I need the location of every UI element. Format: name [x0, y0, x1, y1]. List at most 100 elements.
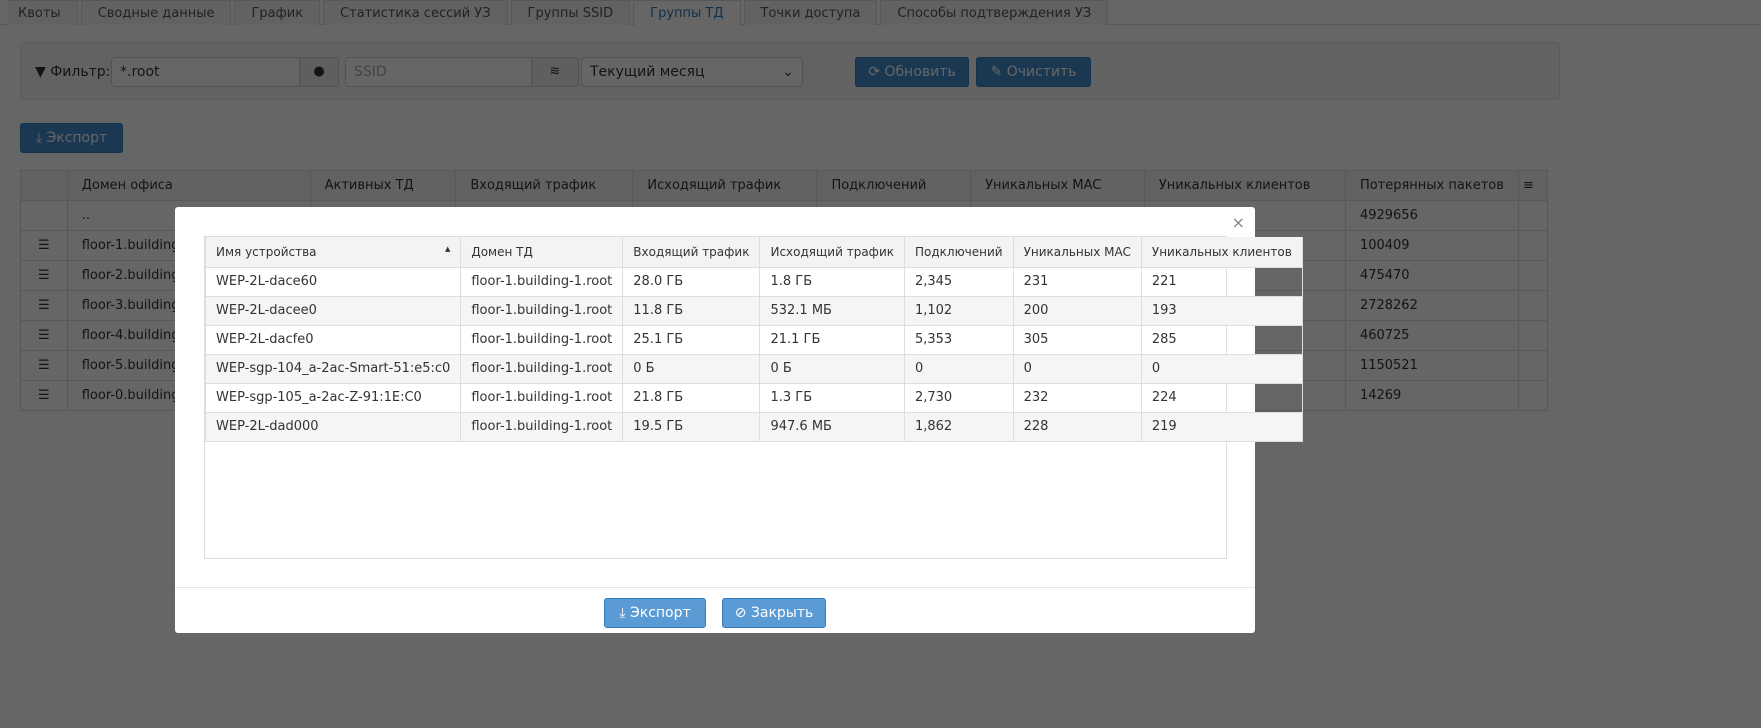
device-cell: 224: [1140, 382, 1303, 413]
device-cell: 231: [1012, 266, 1142, 297]
column-header[interactable]: Подключений: [816, 170, 972, 201]
device-cell: floor-1.building-1.root: [460, 353, 624, 384]
device-cell: 193: [1140, 295, 1303, 326]
modal-export-button[interactable]: ⤓ Экспорт: [604, 598, 706, 628]
sort-asc-icon: ▲: [444, 244, 451, 253]
modal-column-header[interactable]: Исходящий трафик: [759, 237, 905, 268]
close-icon[interactable]: ×: [1231, 213, 1245, 232]
cell: [1518, 230, 1548, 261]
device-cell: 0: [1012, 353, 1142, 384]
tab-0[interactable]: Квоты: [8, 0, 78, 25]
modal-close-button[interactable]: ⊘ Закрыть: [722, 598, 826, 628]
device-row[interactable]: WEP-2L-dacee0 floor-1.building-1.root 11.8…: [204, 295, 1303, 326]
lost-packets-cell: 460725: [1344, 320, 1520, 351]
period-select[interactable]: Текущий месяц ⌄: [581, 57, 803, 87]
header-label: Подключений: [914, 244, 1003, 259]
ban-icon: ⊘: [734, 605, 747, 621]
columns-menu-icon[interactable]: ≡: [1518, 170, 1548, 201]
modal-column-header[interactable]: Домен ТД: [460, 237, 624, 268]
modal-footer: ⤓ Экспорт ⊘ Закрыть: [175, 587, 1255, 628]
filter-icon: ▼: [35, 64, 46, 80]
header-label: Уникальных MAC: [1023, 244, 1131, 259]
export-label: Экспорт: [46, 130, 108, 146]
row-menu-icon[interactable]: ☰: [20, 350, 68, 381]
row-menu-icon[interactable]: ☰: [20, 290, 68, 321]
device-cell: 0: [903, 353, 1014, 384]
cell: [1518, 350, 1548, 381]
lost-packets-cell: 475470: [1344, 260, 1520, 291]
device-row[interactable]: WEP-2L-dace60 floor-1.building-1.root 28.0…: [204, 266, 1303, 297]
domain-input[interactable]: *.root: [111, 57, 301, 87]
header-label: Домен ТД: [471, 244, 533, 259]
row-menu-icon[interactable]: ☰: [20, 260, 68, 291]
device-cell: floor-1.building-1.root: [460, 324, 624, 355]
device-cell: floor-1.building-1.root: [460, 266, 624, 297]
column-header[interactable]: Домен офиса: [66, 170, 311, 201]
export-button[interactable]: ⤓ Экспорт: [20, 123, 123, 153]
modal-column-header[interactable]: Подключений: [903, 237, 1014, 268]
column-header[interactable]: Уникальных клиентов: [1143, 170, 1346, 201]
tab-6[interactable]: Точки доступа: [743, 0, 878, 25]
header-label: Имя устройства: [216, 244, 317, 259]
device-cell: 0 Б: [622, 353, 761, 384]
device-row[interactable]: WEP-2L-dad000 floor-1.building-1.root 19.5…: [204, 411, 1303, 442]
device-row[interactable]: WEP-2L-dacfe0 floor-1.building-1.root 25.1…: [204, 324, 1303, 355]
device-cell: 2,345: [903, 266, 1014, 297]
tab-bar: Квоты Сводные данные График Статистика сесс…: [0, 0, 1761, 26]
tab-3[interactable]: Статистика сессий УЗ: [323, 0, 508, 25]
devices-table: Имя устройства ▲ Домен ТД Входящий трафик Ис…: [204, 237, 1303, 442]
device-row[interactable]: WEP-sgp-104_a-2ac-Smart-51:e5:c0 floor-1.…: [204, 353, 1303, 384]
chevron-down-icon: ⌄: [782, 64, 794, 80]
column-header[interactable]: Потерянных пакетов: [1344, 170, 1520, 201]
globe-icon[interactable]: ●: [299, 57, 339, 87]
column-header[interactable]: Уникальных MAC: [970, 170, 1145, 201]
device-row[interactable]: WEP-sgp-105_a-2ac-Z-91:1E:C0 floor-1.buil…: [204, 382, 1303, 413]
modal-column-header[interactable]: Имя устройства ▲: [204, 237, 462, 268]
lost-packets-cell: 1150521: [1344, 350, 1520, 381]
device-cell: 532.1 МБ: [759, 295, 905, 326]
column-header[interactable]: Входящий трафик: [455, 170, 634, 201]
modal-column-header[interactable]: Уникальных MAC: [1012, 237, 1142, 268]
device-cell: floor-1.building-1.root: [460, 295, 624, 326]
device-cell: 0: [1140, 353, 1303, 384]
period-value: Текущий месяц: [590, 64, 705, 80]
device-cell: 25.1 ГБ: [622, 324, 761, 355]
column-header[interactable]: Исходящий трафик: [632, 170, 818, 201]
device-cell: 5,353: [903, 324, 1014, 355]
column-header[interactable]: Активных ТД: [309, 170, 457, 201]
row-menu-icon[interactable]: ☰: [20, 380, 68, 411]
cell: [1518, 290, 1548, 321]
device-cell: WEP-2L-dad000: [204, 411, 462, 442]
download-icon: ⤓: [619, 605, 626, 621]
refresh-icon: ⟳: [868, 64, 881, 80]
row-menu-icon[interactable]: ☰: [20, 230, 68, 261]
tab-1[interactable]: Сводные данные: [80, 0, 232, 25]
cell: [1518, 260, 1548, 291]
ssid-input[interactable]: SSID: [345, 57, 535, 87]
clear-button[interactable]: ✎ Очистить: [976, 57, 1091, 87]
wifi-icon[interactable]: ≋: [531, 57, 579, 87]
row-menu-icon[interactable]: ☰: [20, 320, 68, 351]
device-cell: 21.1 ГБ: [759, 324, 905, 355]
cell: [1518, 380, 1548, 411]
device-cell: 1,862: [903, 411, 1014, 442]
header-label: Исходящий трафик: [770, 244, 894, 259]
filter-label: ▼ Фильтр:: [35, 64, 110, 80]
device-cell: 1.8 ГБ: [759, 266, 905, 297]
tab-7[interactable]: Способы подтверждения УЗ: [880, 0, 1109, 25]
row-menu-icon[interactable]: [20, 200, 68, 231]
tab-5[interactable]: Группы ТД: [633, 0, 741, 26]
filter-panel: ▼ Фильтр: *.root ● SSID ≋ Текущий месяц ⌄…: [20, 42, 1560, 100]
modal-close-label: Закрыть: [750, 605, 814, 621]
tab-4[interactable]: Группы SSID: [510, 0, 631, 25]
tab-2[interactable]: График: [234, 0, 321, 25]
device-cell: 305: [1012, 324, 1142, 355]
modal-column-header[interactable]: Входящий трафик: [622, 237, 761, 268]
device-cell: floor-1.building-1.root: [460, 411, 624, 442]
modal-column-header[interactable]: Уникальных клиентов: [1140, 237, 1303, 268]
refresh-button[interactable]: ⟳ Обновить: [855, 57, 969, 87]
device-cell: WEP-2L-dace60: [204, 266, 462, 297]
device-cell: 232: [1012, 382, 1142, 413]
device-cell: 21.8 ГБ: [622, 382, 761, 413]
device-cell: 219: [1140, 411, 1303, 442]
